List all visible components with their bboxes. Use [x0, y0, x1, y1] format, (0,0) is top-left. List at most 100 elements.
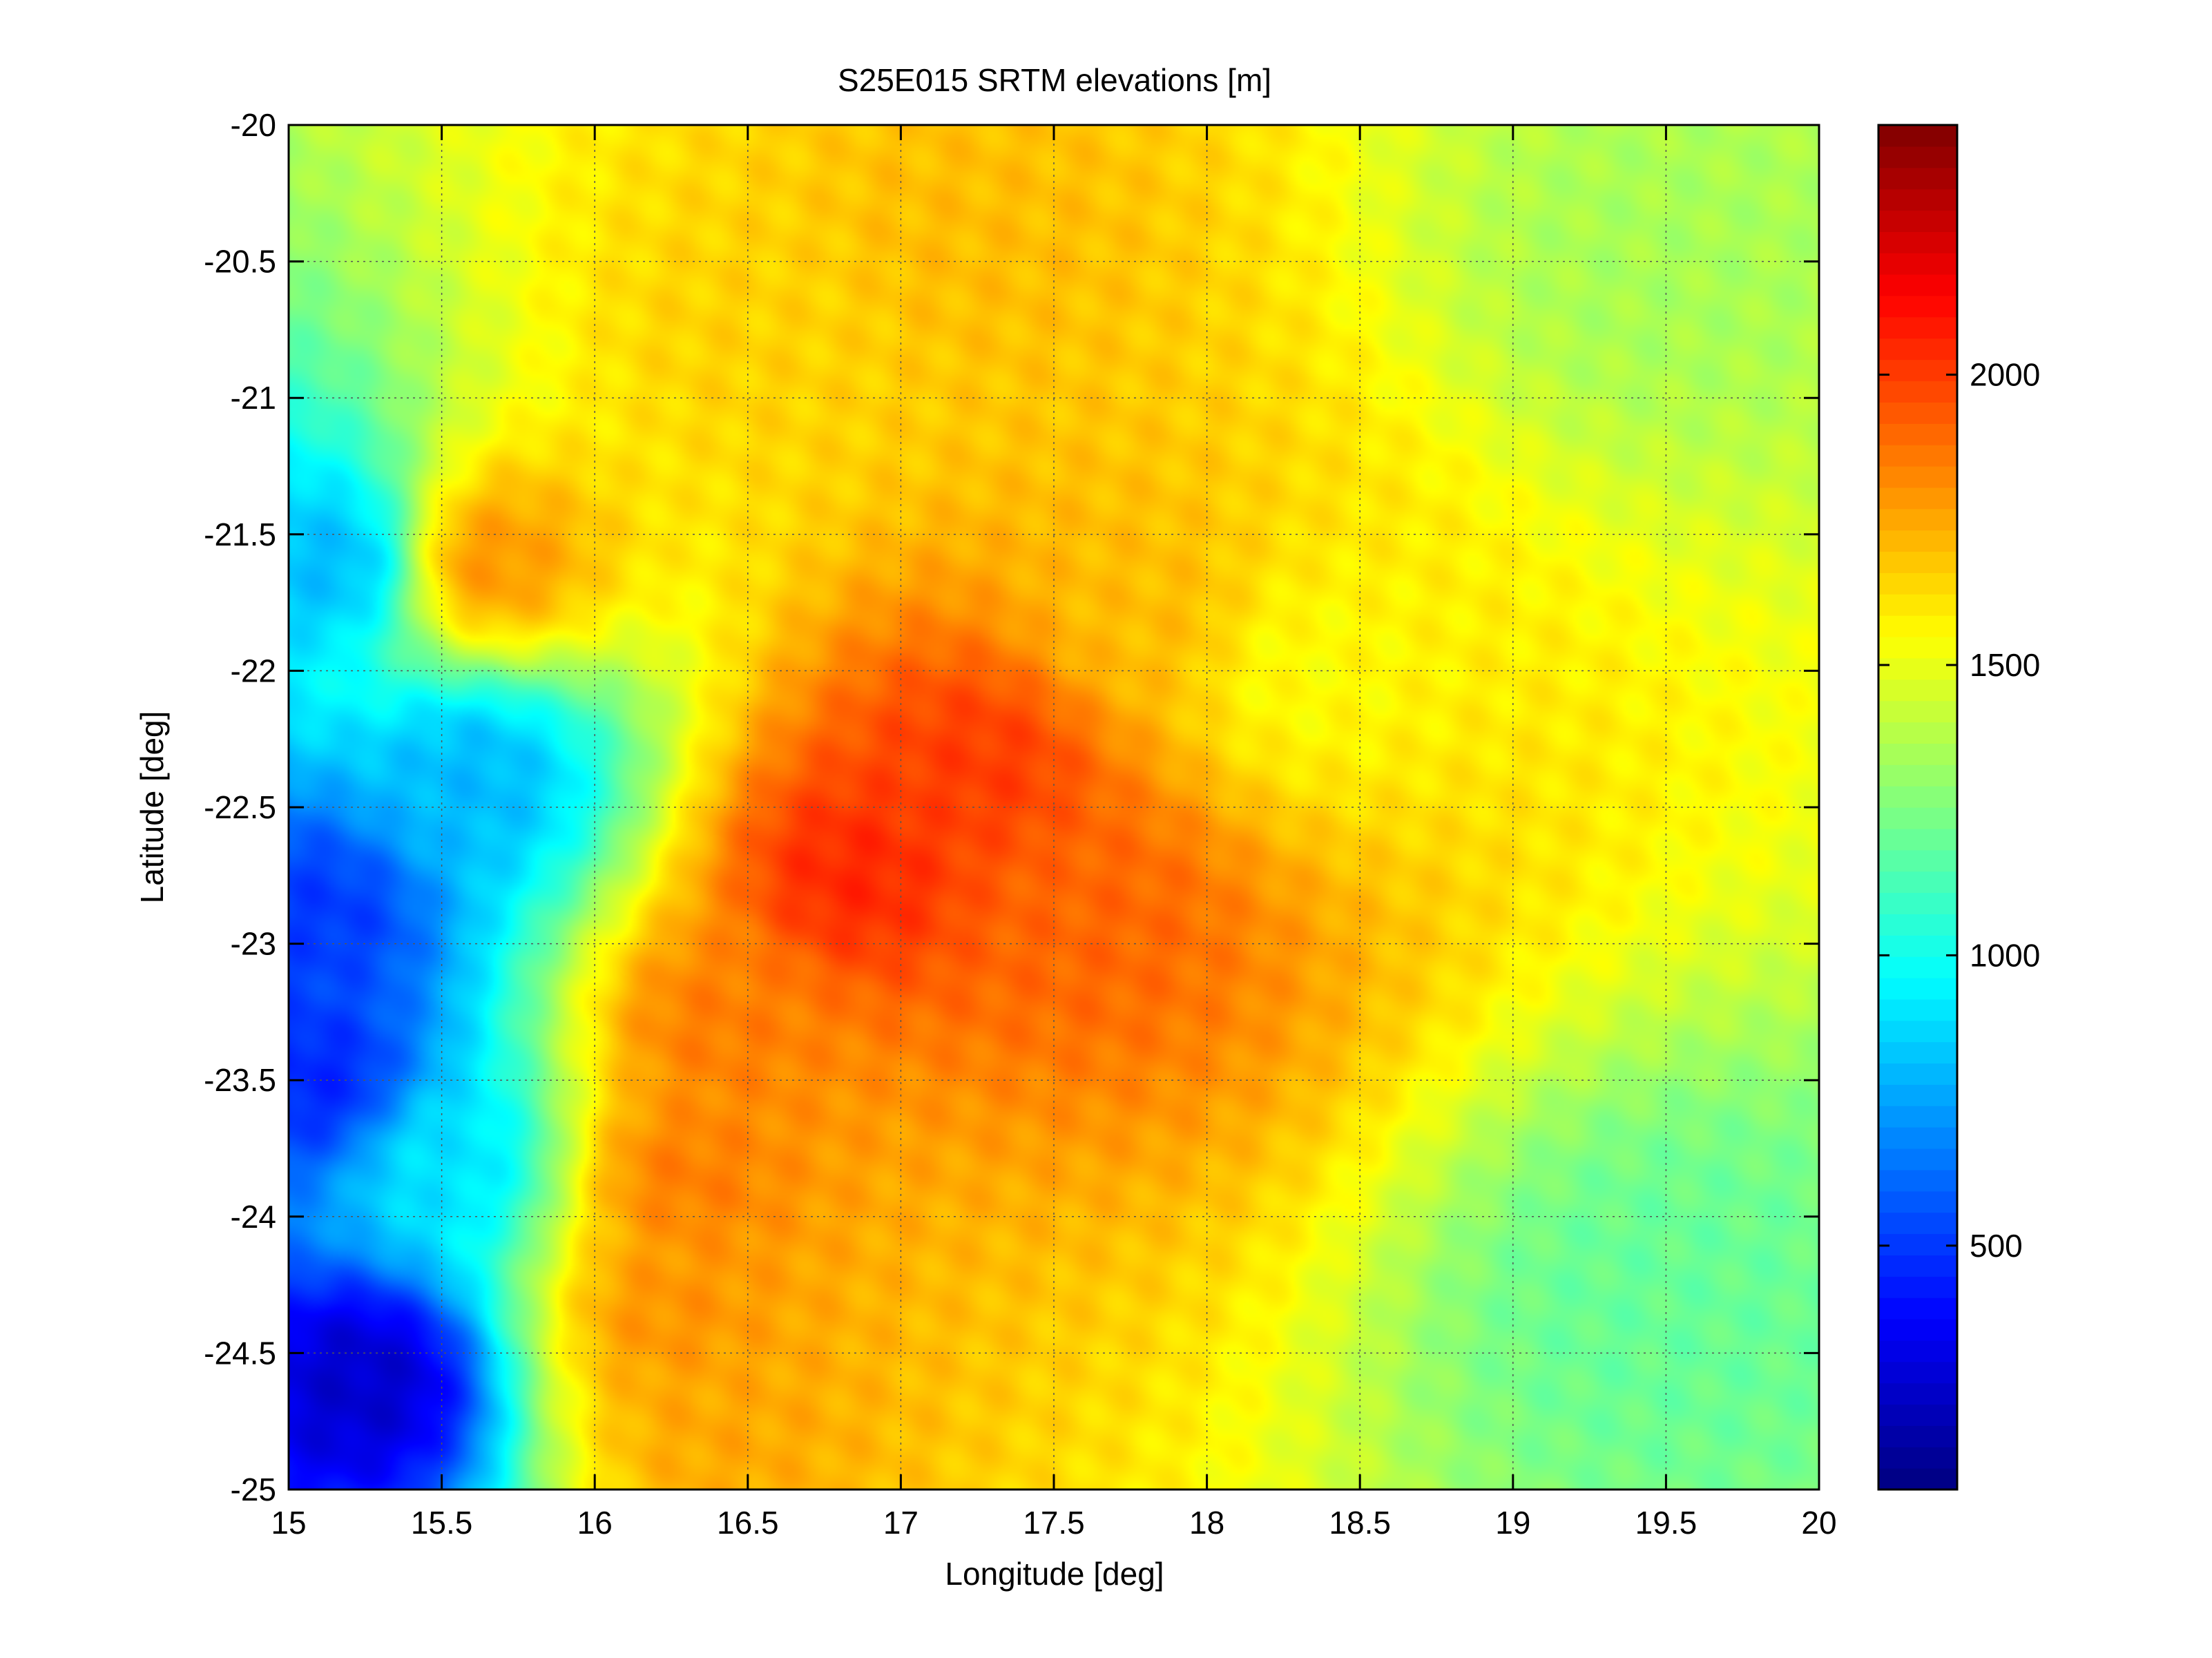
x-tick-label: 17 — [883, 1505, 919, 1541]
y-tick-label: -23.5 — [204, 1062, 276, 1098]
colorbar-band — [1878, 1468, 1957, 1490]
colorbar-tick-label: 1000 — [1970, 937, 2040, 973]
colorbar-band — [1878, 1127, 1957, 1149]
colorbar-band — [1878, 423, 1957, 445]
x-tick-label: 15 — [271, 1505, 306, 1541]
colorbar-band — [1878, 700, 1957, 723]
colorbar-band — [1878, 530, 1957, 552]
colorbar-band — [1878, 274, 1957, 296]
x-tick-label: 16.5 — [717, 1505, 779, 1541]
x-tick-label: 18.5 — [1329, 1505, 1391, 1541]
colorbar-band — [1878, 657, 1957, 680]
colorbar-band — [1878, 722, 1957, 744]
y-tick-label: -22.5 — [204, 789, 276, 825]
x-tick-label: 19.5 — [1635, 1505, 1698, 1541]
y-tick-label: -20.5 — [204, 244, 276, 280]
colorbar-band — [1878, 615, 1957, 637]
colorbar-band — [1878, 1276, 1957, 1298]
colorbar-band — [1878, 231, 1957, 253]
colorbar-band — [1878, 1255, 1957, 1277]
colorbar-band — [1878, 253, 1957, 275]
y-axis-ticks: -20 -20.5 -21 -21.5 -22 -22.5 -23 -23.5 -24 -24.5… — [204, 107, 1819, 1507]
colorbar-band — [1878, 764, 1957, 787]
colorbar-tick-label: 500 — [1970, 1228, 2023, 1264]
colorbar-band — [1878, 338, 1957, 360]
colorbar-gradient — [1878, 125, 1957, 1490]
colorbar-band — [1878, 1340, 1957, 1362]
colorbar-band — [1878, 999, 1957, 1021]
colorbar-band — [1878, 849, 1957, 872]
y-axis-label: Latitude [deg] — [134, 711, 170, 904]
colorbar-band — [1878, 1063, 1957, 1085]
colorbar-band — [1878, 167, 1957, 190]
colorbar-band — [1878, 508, 1957, 531]
colorbar-band — [1878, 210, 1957, 232]
y-tick-label: -25 — [231, 1472, 276, 1507]
colorbar-band — [1878, 978, 1957, 1000]
colorbar-band — [1878, 1361, 1957, 1384]
colorbar-band — [1878, 189, 1957, 211]
colorbar-band — [1878, 402, 1957, 424]
colorbar-frame — [1877, 124, 1959, 1491]
colorbar-band — [1878, 828, 1957, 851]
colorbar-band — [1878, 1447, 1957, 1469]
colorbar-band — [1878, 125, 1957, 147]
y-tick-label: -21.5 — [204, 517, 276, 552]
y-tick-label: -24 — [231, 1199, 276, 1235]
y-tick-label: -24.5 — [204, 1335, 276, 1371]
x-tick-label: 19 — [1495, 1505, 1530, 1541]
chart-title: S25E015 SRTM elevations [m] — [838, 62, 1271, 98]
colorbar-band — [1878, 1106, 1957, 1128]
x-axis-label: Longitude [deg] — [945, 1556, 1164, 1592]
colorbar-band — [1878, 914, 1957, 936]
colorbar-band — [1878, 572, 1957, 595]
colorbar-band — [1878, 743, 1957, 765]
colorbar-band — [1878, 316, 1957, 339]
x-tick-label: 18 — [1189, 1505, 1224, 1541]
colorbar-band — [1878, 679, 1957, 702]
colorbar-tick-label: 1500 — [1970, 647, 2040, 683]
colorbar-band — [1878, 892, 1957, 914]
y-tick-label: -22 — [231, 653, 276, 688]
colorbar-band — [1878, 1020, 1957, 1043]
colorbar-band — [1878, 1148, 1957, 1170]
colorbar-band — [1878, 1169, 1957, 1192]
y-tick-label: -20 — [231, 107, 276, 143]
colorbar-band — [1878, 594, 1957, 616]
colorbar-ticks: 500 1000 1500 2000 — [1878, 357, 2040, 1264]
colorbar-band — [1878, 637, 1957, 659]
colorbar-band — [1878, 786, 1957, 808]
colorbar-band — [1878, 1212, 1957, 1235]
colorbar-band — [1878, 359, 1957, 382]
colorbar-band — [1878, 380, 1957, 403]
colorbar-band — [1878, 1233, 1957, 1255]
colorbar-band — [1878, 1425, 1957, 1447]
colorbar-band — [1878, 1084, 1957, 1106]
colorbar-band — [1878, 551, 1957, 573]
x-tick-label: 17.5 — [1023, 1505, 1085, 1541]
x-tick-label: 20 — [1801, 1505, 1836, 1541]
x-tick-label: 15.5 — [411, 1505, 473, 1541]
colorbar-band — [1878, 445, 1957, 467]
colorbar-tick-label: 2000 — [1970, 357, 2040, 393]
colorbar-band — [1878, 1319, 1957, 1341]
colorbar-band — [1878, 1041, 1957, 1064]
colorbar-band — [1878, 807, 1957, 829]
y-tick-label: -23 — [231, 926, 276, 962]
x-axis-ticks: 15 15.5 16 16.5 17 17.5 18 18.5 19 19.5 20 — [271, 125, 1837, 1541]
colorbar-band — [1878, 1382, 1957, 1405]
colorbar-band — [1878, 1404, 1957, 1426]
colorbar-band — [1878, 146, 1957, 168]
colorbar-band — [1878, 956, 1957, 979]
colorbar-band — [1878, 296, 1957, 318]
y-tick-label: -21 — [231, 380, 276, 416]
colorbar-band — [1878, 1191, 1957, 1213]
x-tick-label: 16 — [577, 1505, 613, 1541]
colorbar-band — [1878, 487, 1957, 510]
colorbar-band — [1878, 871, 1957, 894]
colorbar-band — [1878, 1298, 1957, 1320]
plot-area: 15 15.5 16 16.5 17 17.5 18 18.5 19 19.5 20 -20 -20.… — [204, 107, 1836, 1541]
colorbar: 500 1000 1500 2000 — [1877, 124, 2040, 1491]
colorbar-band — [1878, 466, 1957, 488]
